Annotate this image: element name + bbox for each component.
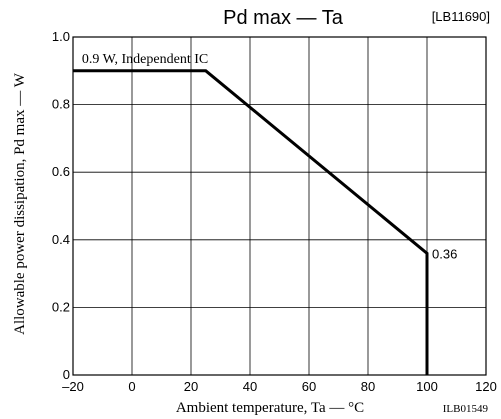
grid [72,36,487,376]
x-tick-label: 0 [128,379,135,394]
annotation-knee-value: 0.36 [432,246,457,261]
x-tick-label: 80 [361,379,375,394]
y-tick-label: 0 [63,367,70,382]
x-tick-label: 120 [475,379,497,394]
y-tick-label: 0.2 [52,299,70,314]
y-tick-label: 1.0 [52,29,70,44]
x-tick-label: –20 [62,379,84,394]
y-tick-label: 0.6 [52,164,70,179]
code-bottom: ILB01549 [443,403,489,415]
x-tick-label: 40 [243,379,257,394]
y-axis-label: Allowable power dissipation, Pd max — W [12,72,28,335]
code-top: [LB11690] [432,9,490,24]
x-axis-label: Ambient temperature, Ta — °C [176,400,364,416]
y-tick-label: 0.8 [52,97,70,112]
annotation-plateau: 0.9 W, Independent IC [82,52,208,67]
x-tick-labels: –20 0 20 40 60 80 100 120 [62,379,497,394]
x-tick-label: 20 [184,379,198,394]
plot-frame [72,36,487,376]
annotations: 0.9 W, Independent IC 0.36 [82,52,457,262]
y-tick-labels: 0 0.2 0.4 0.6 0.8 1.0 [52,29,70,382]
y-tick-label: 0.4 [52,232,70,247]
chart-title: Pd max — Ta [223,7,344,29]
series-line-pd-derating [73,69,429,375]
x-tick-label: 100 [416,379,438,394]
x-tick-label: 60 [302,379,316,394]
